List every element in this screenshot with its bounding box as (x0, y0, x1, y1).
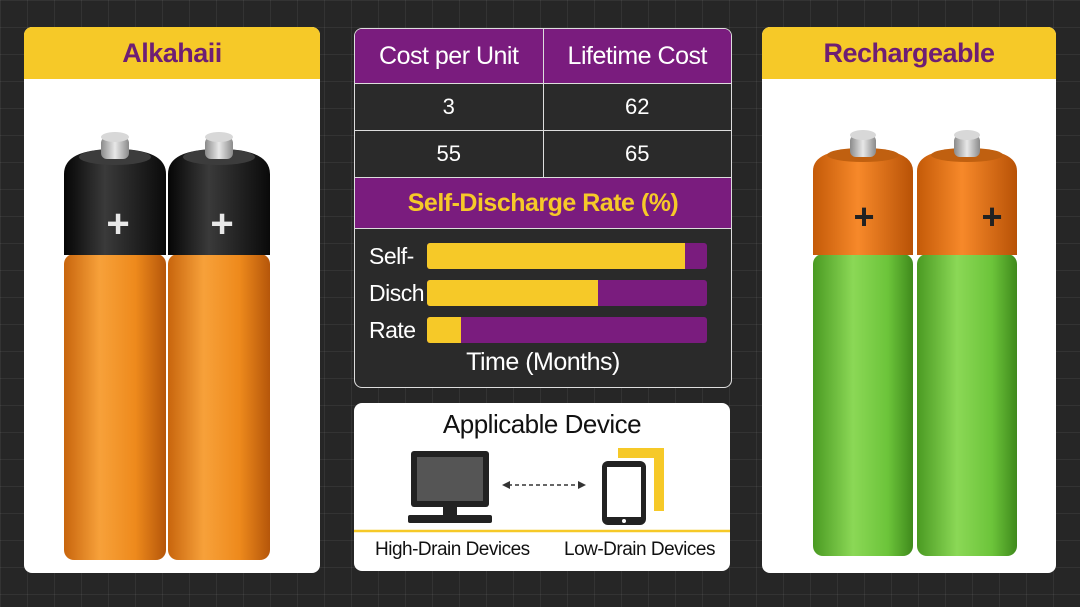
discharge-bar-row: Rate (355, 317, 731, 343)
alkaline-plus-sign-2: + (210, 202, 233, 246)
rechargeable-battery-2 (917, 130, 1017, 556)
self-discharge-title: Self-Discharge Rate (%) (355, 177, 731, 229)
alkaline-battery-1 (64, 132, 166, 560)
alkaline-card: Alkahaii (24, 27, 320, 573)
rechargeable-batteries-illustration: + + (813, 130, 1017, 556)
discharge-bar-row: Self- (355, 243, 731, 269)
discharge-bar-fill (427, 243, 685, 269)
rechargeable-title: Rechargeable (762, 27, 1056, 79)
alkaline-plus-sign-1: + (106, 202, 129, 246)
low-drain-label: Low-Drain Devices (564, 539, 715, 560)
applicable-device-title: Applicable Device (442, 409, 642, 439)
discharge-bar-track (427, 243, 707, 269)
header-lifetime-cost: Lifetime Cost (542, 29, 732, 83)
time-axis-label: Time (Months) (466, 348, 620, 376)
cost-per-unit-cell: 3 (442, 94, 455, 119)
rechargeable-plus-sign-1: + (853, 196, 874, 237)
rechargeable-card: Rechargeable (762, 27, 1056, 573)
table-row: 55 65 (355, 130, 731, 177)
header-cost-per-unit: Cost per Unit (379, 41, 519, 70)
alkaline-title: Alkahaii (24, 27, 320, 79)
discharge-bar-label: Disсh (369, 280, 425, 306)
discharge-bar-row: Disсh (355, 280, 731, 306)
discharge-bar-track (427, 317, 707, 343)
lifetime-cost-cell: 62 (542, 84, 732, 130)
device-illustration (354, 448, 730, 533)
high-drain-label: High-Drain Devices (375, 539, 530, 560)
discharge-bar-fill (427, 280, 598, 306)
discharge-bar-fill (427, 317, 461, 343)
applicable-device-panel: Applicable Device High-Drain Devices Low… (354, 403, 730, 571)
double-arrow-icon (502, 481, 586, 489)
cost-table-header: Cost per Unit Lifetime Cost (355, 29, 731, 83)
alkaline-battery-2 (168, 132, 270, 560)
table-row: 3 62 (355, 83, 731, 130)
rechargeable-battery-1 (813, 130, 913, 556)
cost-and-discharge-panel: Cost per Unit Lifetime Cost 3 62 55 65 S… (354, 28, 732, 388)
discharge-bar-label: Self- (369, 243, 414, 269)
monitor-icon (408, 451, 492, 523)
tablet-icon (602, 448, 664, 525)
lifetime-cost-cell: 65 (542, 131, 732, 177)
discharge-bar-label: Rate (369, 317, 416, 343)
cost-per-unit-cell: 55 (436, 141, 461, 166)
alkaline-batteries-illustration: + + (64, 132, 270, 560)
discharge-bar-track (427, 280, 707, 306)
rechargeable-plus-sign-2: + (981, 196, 1002, 237)
